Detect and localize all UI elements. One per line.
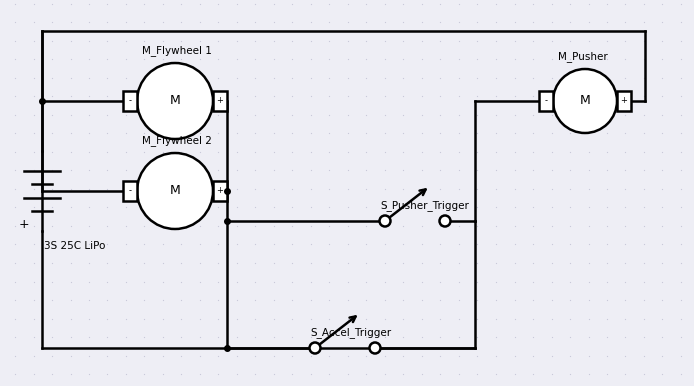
Text: -: - [128, 186, 131, 195]
Text: +: + [19, 218, 29, 232]
Text: S_Pusher_Trigger: S_Pusher_Trigger [380, 200, 469, 211]
Text: M: M [579, 95, 591, 107]
Circle shape [369, 342, 380, 354]
Circle shape [553, 69, 617, 133]
Circle shape [310, 342, 321, 354]
Text: M_Flywheel 2: M_Flywheel 2 [142, 135, 212, 146]
Text: M: M [169, 95, 180, 107]
Bar [539, 91, 553, 111]
Bar [123, 91, 137, 111]
Circle shape [439, 215, 450, 227]
Bar [213, 181, 227, 201]
Bar [617, 91, 631, 111]
Bar [213, 91, 227, 111]
Text: M_Flywheel 1: M_Flywheel 1 [142, 45, 212, 56]
Text: +: + [620, 96, 627, 105]
Text: +: + [217, 96, 223, 105]
Text: M_Pusher: M_Pusher [558, 51, 608, 62]
Text: -: - [128, 96, 131, 105]
Circle shape [137, 63, 213, 139]
Text: S_Accel_Trigger: S_Accel_Trigger [310, 327, 391, 338]
Text: +: + [217, 186, 223, 195]
Circle shape [380, 215, 391, 227]
Bar [123, 181, 137, 201]
Text: 3S 25C LiPo: 3S 25C LiPo [44, 241, 105, 251]
Circle shape [137, 153, 213, 229]
Text: -: - [545, 96, 548, 105]
Text: M: M [169, 185, 180, 198]
